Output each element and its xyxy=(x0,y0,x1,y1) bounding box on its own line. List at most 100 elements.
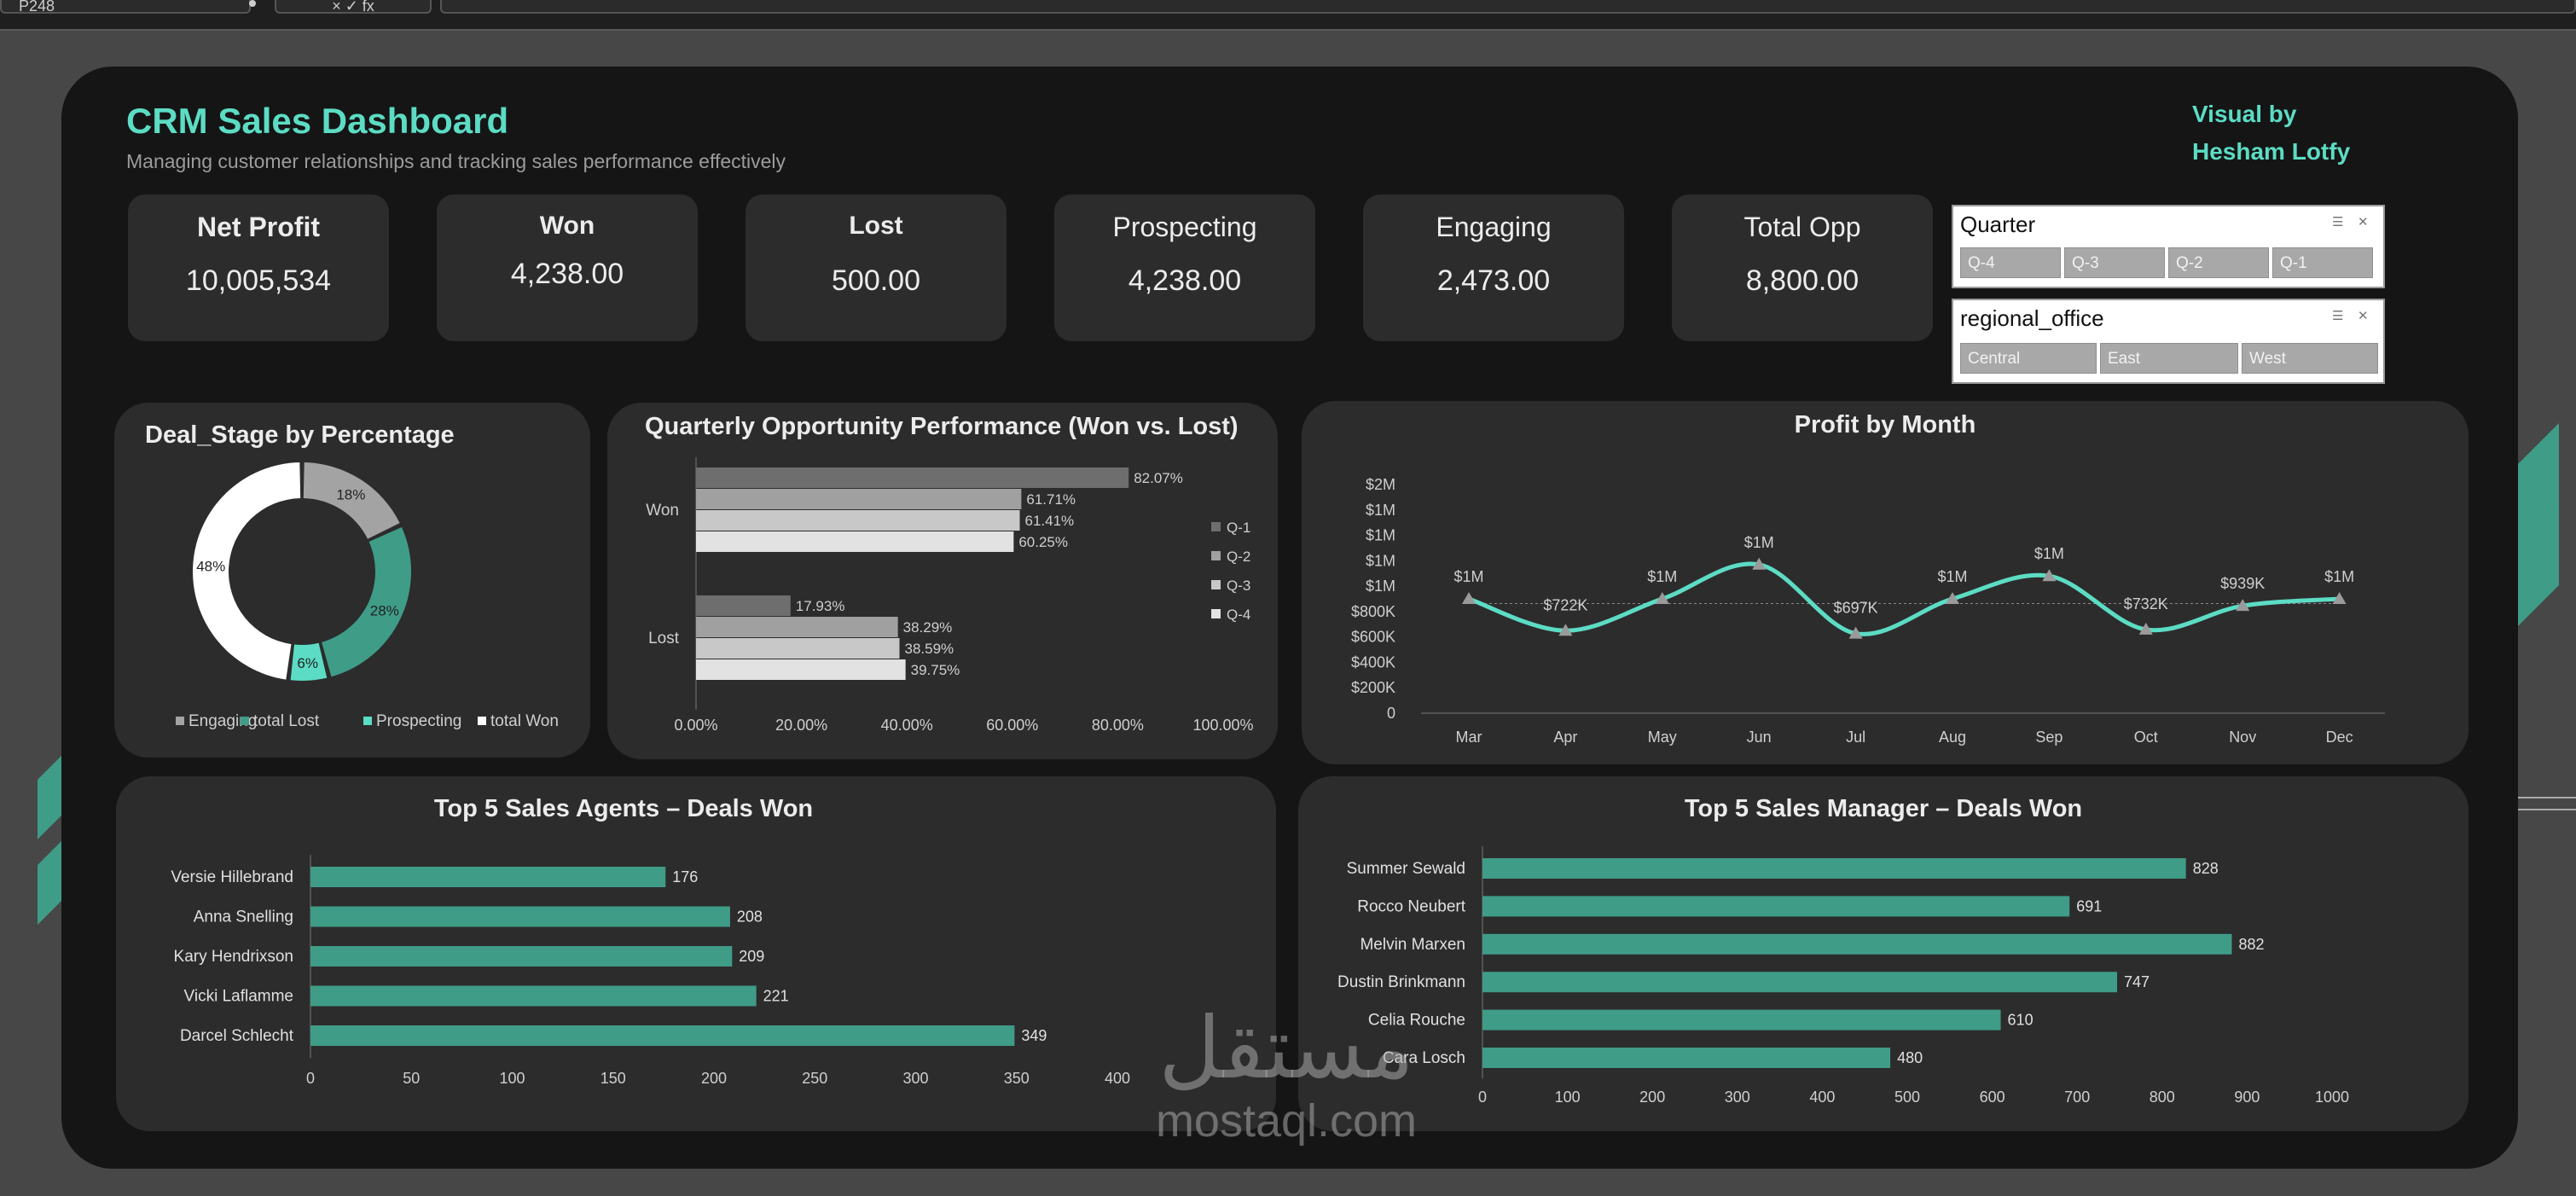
watermark-arabic: مستقل xyxy=(1158,998,1414,1098)
donut-slice xyxy=(322,526,411,677)
bar-data-label: 882 xyxy=(2238,936,2264,953)
x-tick-label: May xyxy=(1648,729,1677,746)
slicer-item-q2[interactable]: Q-2 xyxy=(2168,247,2269,278)
bar-data-label: 82.07% xyxy=(1134,470,1183,486)
data-point-marker xyxy=(1848,626,1863,639)
legend-swatch xyxy=(1211,551,1221,560)
bar-data-label: 60.25% xyxy=(1018,534,1068,550)
point-data-label: $1M xyxy=(2034,545,2064,562)
chart-title: Top 5 Sales Manager – Deals Won xyxy=(1684,795,2083,822)
managers-panel: Top 5 Sales Manager – Deals Won 0 100 200 3… xyxy=(1298,776,2469,1131)
category-label: Lost xyxy=(648,630,680,647)
x-tick-label: Apr xyxy=(1553,729,1577,746)
credit-text: Visual by Hesham Lotfy xyxy=(2192,96,2350,171)
slicer-item-q4[interactable]: Q-4 xyxy=(1960,247,2061,278)
y-tick-label: 0 xyxy=(1387,705,1395,722)
kpi-card-net-profit: Net Profit 10,005,534 xyxy=(128,194,389,341)
formula-controls[interactable]: × ✓ fx xyxy=(275,0,432,14)
quarterly-panel: Quarterly Opportunity Performance (Won v… xyxy=(607,403,1278,759)
clear-filter-icon[interactable]: ✕ xyxy=(2358,309,2369,323)
formula-bar[interactable] xyxy=(440,0,2576,14)
bar xyxy=(696,617,898,637)
x-tick-label: 1000 xyxy=(2315,1089,2349,1106)
name-box-dropdown-icon[interactable] xyxy=(249,0,256,7)
legend-label: Engaging xyxy=(189,712,257,730)
point-data-label: $1M xyxy=(2324,568,2354,585)
clear-filter-icon[interactable]: ✕ xyxy=(2358,215,2369,229)
bar-data-label: 61.71% xyxy=(1026,491,1076,508)
x-tick-label: Mar xyxy=(1456,729,1482,746)
bar-data-label: 38.29% xyxy=(903,619,953,636)
x-tick-label: 100 xyxy=(1555,1089,1581,1106)
category-label: Melvin Marxen xyxy=(1360,936,1465,954)
x-tick-label: 400 xyxy=(1105,1070,1130,1087)
bar xyxy=(310,906,730,927)
chart-title: Deal_Stage by Percentage xyxy=(145,421,455,449)
kpi-card-lost: Lost 500.00 xyxy=(746,194,1007,341)
point-data-label: $722K xyxy=(1543,596,1587,613)
legend-label: Q-3 xyxy=(1227,578,1250,594)
donut-data-label: 6% xyxy=(297,655,318,671)
bar-data-label: 61.41% xyxy=(1025,513,1075,529)
legend-swatch xyxy=(363,717,372,725)
name-box[interactable]: P248 xyxy=(0,0,251,14)
slicer-item-east[interactable]: East xyxy=(2100,343,2238,374)
bar xyxy=(1482,1048,1891,1068)
deal-stage-panel: Deal_Stage by Percentage 18% 28% 6% 48% Enga… xyxy=(114,403,590,758)
bar xyxy=(310,985,757,1007)
bar xyxy=(310,946,733,967)
y-tick-label: $200K xyxy=(1351,679,1395,696)
bar-data-label: 480 xyxy=(1897,1049,1923,1066)
left-stripe-decoration xyxy=(38,756,61,839)
legend-swatch xyxy=(1211,609,1221,618)
y-tick-label: $400K xyxy=(1351,653,1395,671)
bar-data-label: 208 xyxy=(737,909,763,926)
category-label: Rocco Neubert xyxy=(1357,897,1465,915)
multi-select-icon[interactable]: ☰ xyxy=(2332,215,2344,229)
legend-label: Q-2 xyxy=(1227,549,1250,565)
profit-series-line xyxy=(1468,561,2340,636)
category-label: Won xyxy=(646,502,679,520)
x-tick-label: 40.00% xyxy=(881,717,933,734)
kpi-label: Lost xyxy=(849,212,903,240)
slicer-item-q3[interactable]: Q-3 xyxy=(2064,247,2165,278)
multi-select-icon[interactable]: ☰ xyxy=(2332,309,2344,323)
bar xyxy=(1482,1009,2001,1031)
donut-data-label: 28% xyxy=(370,603,399,619)
x-tick-label: 100 xyxy=(499,1070,525,1087)
slicer-item-central[interactable]: Central xyxy=(1960,343,2097,374)
bar-data-label: 176 xyxy=(672,868,698,885)
kpi-label: Engaging xyxy=(1436,212,1552,242)
x-tick-label: 0 xyxy=(1478,1089,1487,1106)
donut-data-label: 18% xyxy=(336,487,365,503)
left-stripe-decoration xyxy=(38,841,61,925)
legend-swatch xyxy=(478,717,486,725)
agents-bar-chart: 0 50 100 150 200 250 300 350 400 Versie Hillebran… xyxy=(171,855,1130,1087)
bar-data-label: 747 xyxy=(2124,973,2150,990)
kpi-card-prospecting: Prospecting 4,238.00 xyxy=(1054,194,1315,341)
data-point-marker xyxy=(2138,622,2153,635)
chart-title: Top 5 Sales Agents – Deals Won xyxy=(433,795,814,822)
bar-data-label: 209 xyxy=(739,948,764,965)
x-tick-label: 300 xyxy=(1725,1089,1750,1106)
x-tick-label: Dec xyxy=(2326,729,2353,746)
slicer-title: Quarter xyxy=(1960,212,2036,237)
slicer-item-west[interactable]: West xyxy=(2242,343,2378,374)
slicer-title: regional_office xyxy=(1960,305,2104,331)
x-tick-label: Nov xyxy=(2229,729,2256,746)
x-tick-label: 150 xyxy=(600,1070,626,1087)
category-label: Vicki Laflamme xyxy=(184,988,293,1006)
slicer-item-q1[interactable]: Q-1 xyxy=(2272,247,2373,278)
x-tick-label: 600 xyxy=(1980,1089,2005,1106)
agents-panel: Top 5 Sales Agents – Deals Won 0 50 100 150… xyxy=(116,776,1276,1131)
y-tick-label: $600K xyxy=(1351,629,1395,646)
bar xyxy=(310,1025,1015,1046)
right-divider-line xyxy=(2516,809,2576,810)
chart-title: Profit by Month xyxy=(1794,411,1976,438)
bar-data-label: 828 xyxy=(2193,860,2219,877)
kpi-label: Total Opp xyxy=(1743,212,1861,242)
bar xyxy=(696,595,791,616)
x-tick-label: Jul xyxy=(1846,729,1865,746)
excel-toolbar: P248 × ✓ fx xyxy=(0,0,2576,31)
dashboard-title: CRM Sales Dashboard xyxy=(126,101,509,141)
